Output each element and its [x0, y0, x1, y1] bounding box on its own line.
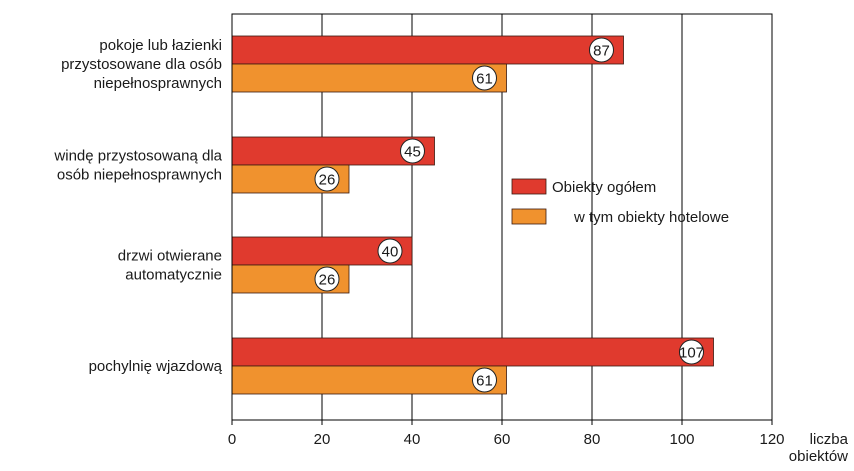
data-label-badge [472, 65, 497, 91]
legend: Obiekty ogółem w tym obiekty hotelowe [511, 178, 729, 226]
data-label: 87 [593, 43, 610, 60]
x-tick-labels: 0 20 40 60 80 100 120 [228, 431, 785, 448]
data-label: 61 [476, 71, 493, 88]
plot-frame [231, 13, 773, 421]
x-tick-label: 20 [314, 431, 331, 448]
category-label: niepełnosprawnych [94, 75, 222, 92]
x-axis-label-line-1: liczba [810, 431, 849, 448]
legend-label: w tym obiekty hotelowe [573, 209, 729, 226]
data-label-badge [679, 339, 704, 365]
bars [231, 35, 714, 395]
category-label: pokoje lub łazienki [99, 37, 222, 54]
data-label-badge [377, 238, 403, 264]
data-label: 107 [679, 345, 704, 362]
legend-swatch [511, 208, 547, 225]
data-label-badge [472, 367, 497, 393]
data-label-badge [314, 166, 340, 192]
data-label-badge [589, 37, 614, 63]
data-label-badge [314, 266, 340, 292]
bar [231, 337, 714, 367]
x-tick-label: 0 [228, 431, 236, 448]
category-labels: pokoje lub łazienki przystosowane dla osó… [53, 37, 222, 375]
data-label-badge [400, 138, 425, 164]
x-tick-label: 80 [584, 431, 601, 448]
category-label: osób niepełnosprawnych [57, 167, 222, 184]
category-label: automatycznie [125, 267, 222, 284]
category-label: drzwi otwierane [118, 248, 222, 265]
data-label: 45 [404, 144, 421, 161]
category-label: windę przystosowaną dla [53, 148, 222, 165]
legend-swatch [511, 178, 547, 195]
data-label: 40 [382, 244, 399, 261]
bar [231, 365, 507, 395]
x-axis-label-line-2: obiektów [789, 448, 848, 465]
category-label: pochylnię wjazdową [89, 358, 223, 375]
x-tick-label: 60 [494, 431, 511, 448]
legend-label: Obiekty ogółem [552, 179, 656, 196]
x-tick-label: 120 [759, 431, 784, 448]
bar [231, 63, 507, 93]
x-tick-label: 100 [669, 431, 694, 448]
bar [231, 35, 624, 65]
data-labels: 87 61 45 26 40 26 107 61 [314, 37, 704, 393]
data-label: 26 [319, 272, 336, 289]
data-label: 61 [476, 373, 493, 390]
x-tick-label: 40 [404, 431, 421, 448]
data-label: 26 [319, 172, 336, 189]
category-label: przystosowane dla osób [61, 56, 222, 73]
